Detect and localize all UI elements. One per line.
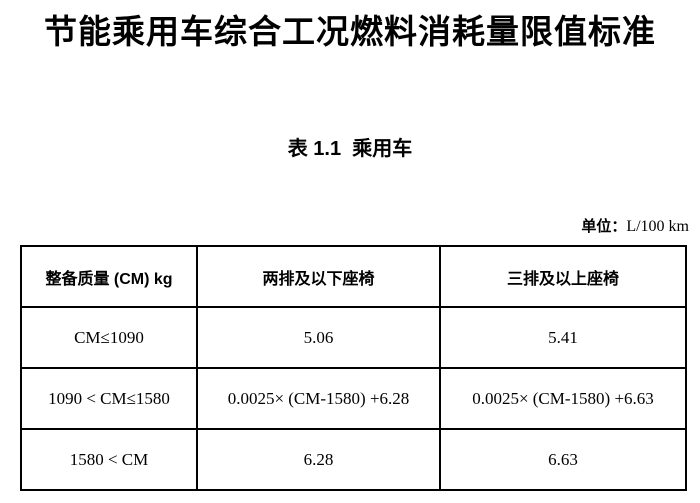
limit-value-cell: 5.41: [439, 306, 687, 369]
limit-value-cell: 5.06: [196, 306, 441, 369]
column-header-curb-mass: 整备质量 (CM) kg: [20, 245, 198, 308]
limit-formula-cell: 0.0025× (CM-1580) +6.28: [196, 367, 441, 430]
column-header-two-rows-seats: 两排及以下座椅: [196, 245, 441, 308]
limit-value-cell: 6.63: [439, 428, 687, 491]
limit-value-cell: 6.28: [196, 428, 441, 491]
mass-range-cell: 1580 < CM: [20, 428, 198, 491]
table-body: CM≤1090 5.06 5.41 1090 < CM≤1580 0.0025×…: [20, 306, 687, 491]
unit-note: 单位：L/100 km: [573, 194, 689, 238]
header-row: 整备质量 (CM) kg 两排及以下座椅 三排及以上座椅: [20, 245, 687, 308]
mass-range-cell: 1090 < CM≤1580: [20, 367, 198, 430]
limit-formula-cell: 0.0025× (CM-1580) +6.63: [439, 367, 687, 430]
column-header-three-rows-seats: 三排及以上座椅: [439, 245, 687, 308]
page-title: 节能乘用车综合工况燃料消耗量限值标准: [44, 15, 656, 51]
table-header: 整备质量 (CM) kg 两排及以下座椅 三排及以上座椅: [20, 245, 687, 308]
table-row: 1090 < CM≤1580 0.0025× (CM-1580) +6.28 0…: [20, 367, 687, 430]
unit-label: 单位：: [581, 218, 627, 235]
unit-value: L/100 km: [626, 218, 689, 235]
mass-range-cell: CM≤1090: [20, 306, 198, 369]
table-row: 1580 < CM 6.28 6.63: [20, 428, 687, 491]
table-row: CM≤1090 5.06 5.41: [20, 306, 687, 369]
fuel-consumption-limits-table: 整备质量 (CM) kg 两排及以下座椅 三排及以上座椅 CM≤1090 5.0…: [20, 245, 687, 491]
table-caption: 表 1.1 乘用车: [287, 138, 413, 160]
